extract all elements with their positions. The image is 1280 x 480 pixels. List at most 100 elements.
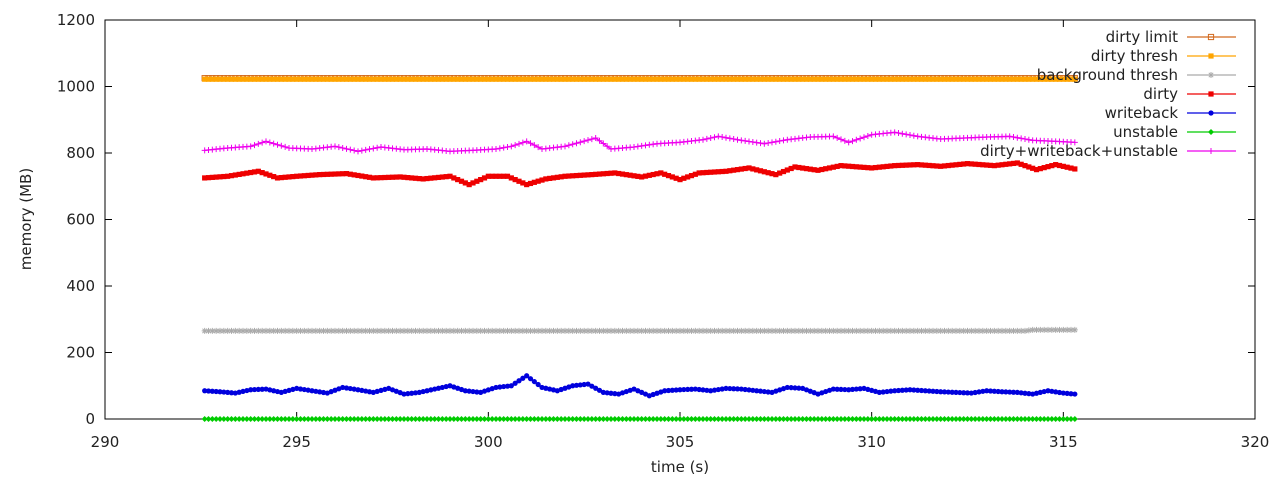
data-point	[853, 164, 859, 170]
data-point	[278, 76, 284, 82]
data-point	[286, 416, 292, 422]
data-point	[1060, 390, 1066, 396]
data-point	[957, 76, 963, 82]
data-point	[784, 384, 790, 391]
data-point	[305, 327, 312, 334]
data-point	[727, 76, 733, 82]
data-point	[796, 76, 802, 82]
data-point	[665, 416, 672, 422]
data-point	[937, 416, 944, 422]
data-point	[895, 162, 902, 169]
data-point	[305, 387, 311, 393]
data-point	[638, 416, 645, 422]
data-point	[1010, 327, 1017, 334]
data-point	[864, 327, 871, 334]
data-point	[462, 327, 469, 334]
data-point	[363, 388, 369, 394]
data-point	[401, 391, 407, 397]
data-point	[501, 173, 507, 179]
data-point	[412, 175, 419, 181]
data-point	[393, 174, 399, 180]
data-point	[202, 175, 208, 181]
data-point	[872, 76, 879, 82]
data-point	[799, 416, 806, 422]
data-point	[378, 416, 384, 422]
data-point	[496, 416, 503, 422]
data-point	[807, 76, 813, 82]
data-point	[496, 145, 503, 152]
data-point	[846, 387, 852, 393]
data-point	[915, 387, 921, 393]
data-point	[535, 178, 541, 184]
data-point	[903, 131, 910, 138]
data-point	[573, 416, 580, 422]
data-point	[504, 144, 511, 151]
data-point	[726, 135, 733, 142]
data-point	[585, 416, 591, 422]
data-point	[1048, 326, 1055, 333]
data-point	[780, 327, 787, 334]
data-point	[642, 327, 649, 334]
data-point	[309, 388, 315, 394]
data-point	[976, 161, 982, 168]
data-point	[784, 76, 790, 82]
data-point	[313, 172, 319, 178]
data-point	[500, 416, 507, 422]
data-point	[313, 76, 319, 82]
data-point	[968, 161, 974, 167]
data-point	[976, 76, 982, 82]
data-point	[573, 327, 580, 334]
data-point	[615, 416, 622, 422]
data-point	[1002, 327, 1009, 334]
data-point	[972, 389, 978, 396]
data-point	[458, 327, 465, 334]
data-point	[703, 135, 710, 142]
data-point	[1033, 167, 1040, 173]
data-point	[719, 76, 725, 82]
data-point	[826, 165, 833, 171]
data-point	[1022, 136, 1028, 143]
data-point	[857, 76, 863, 82]
data-point	[731, 386, 737, 392]
data-point	[1026, 391, 1032, 397]
data-point	[953, 76, 959, 82]
data-point	[1041, 416, 1048, 422]
data-point	[673, 327, 680, 334]
data-point	[1018, 327, 1025, 334]
data-point	[378, 76, 384, 82]
data-point	[684, 416, 691, 422]
data-point	[753, 139, 760, 146]
data-point	[496, 327, 503, 334]
data-point	[777, 76, 783, 82]
data-point	[546, 416, 553, 422]
data-point	[409, 175, 415, 181]
data-point	[455, 177, 461, 183]
data-point	[404, 416, 411, 422]
data-point	[324, 76, 330, 82]
data-point	[1003, 161, 1009, 167]
series-dirty-writeback-unstable	[201, 129, 1078, 155]
data-point	[1025, 416, 1032, 422]
series-group	[201, 75, 1078, 422]
data-point	[861, 134, 867, 141]
data-point	[685, 386, 691, 393]
data-point	[225, 76, 231, 82]
data-point	[884, 416, 890, 422]
data-point	[876, 164, 882, 170]
data-point	[750, 76, 756, 82]
data-point	[949, 389, 955, 395]
data-point	[1071, 326, 1078, 333]
data-point	[818, 416, 825, 422]
data-point	[911, 387, 917, 393]
data-point	[562, 76, 568, 82]
data-point	[504, 173, 511, 179]
data-point	[830, 133, 837, 140]
data-point	[324, 416, 331, 422]
data-point	[278, 327, 285, 334]
data-point	[796, 385, 802, 391]
data-point	[711, 76, 718, 82]
data-point	[930, 388, 936, 394]
data-point	[347, 385, 353, 392]
data-point	[926, 388, 932, 394]
data-point	[382, 174, 388, 181]
